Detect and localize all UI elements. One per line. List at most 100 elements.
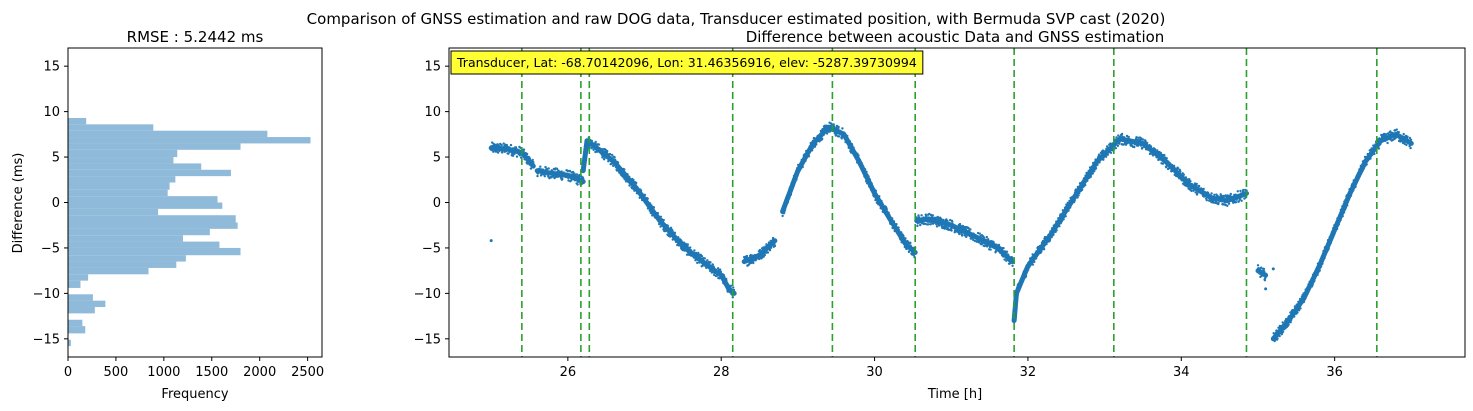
scatter-point [1224,201,1227,204]
scatter-point [899,238,902,241]
scatter-point [1031,263,1035,266]
scatter-point [765,243,768,246]
scatter-point [1002,246,1005,250]
scatter-point [1186,183,1189,186]
scatter-point [1316,266,1319,269]
scatter-point [957,225,960,229]
scatter-point [1151,154,1155,157]
scatter-point [1100,155,1103,159]
histogram-bar [68,149,178,158]
histogram-bar [68,208,159,216]
scatter-x-tick-label: 32 [1020,365,1037,380]
scatter-point [909,247,913,250]
scatter-point [1278,332,1281,335]
scatter-point [582,167,586,170]
scatter-point [703,264,706,267]
scatter-point [873,193,876,197]
scatter-point [635,192,639,195]
scatter-point [1226,204,1229,207]
scatter-point [920,214,923,217]
scatter-point [1196,192,1199,195]
scatter-y-ticks: −15 −10 −5 0 5 10 15 [414,60,449,347]
scatter-point [1363,161,1366,165]
scatter-point [610,162,613,165]
scatter-point [1398,137,1402,140]
scatter-point [1160,157,1164,160]
scatter-point [841,127,844,130]
scatter-point [1209,195,1212,198]
scatter-point [944,225,948,229]
scatter-point [1276,334,1280,337]
scatter-point [1287,323,1290,326]
scatter-point [713,273,716,277]
scatter-point [673,231,677,234]
scatter-point [648,202,652,205]
scatter-point [1149,152,1152,155]
scatter-point [1399,134,1403,137]
histogram-bar [68,143,241,150]
scatter-point [833,130,837,133]
histogram-bar [68,202,223,209]
scatter-point [1011,257,1014,260]
scatter-point [1156,150,1159,153]
scatter-point-band [1011,136,1249,324]
scatter-point [1234,201,1238,204]
scatter-point [536,174,539,178]
scatter-point [709,261,712,264]
scatter-point [729,284,733,287]
scatter-point [984,238,987,241]
scatter-point [766,251,770,254]
scatter-point [949,224,953,227]
scatter-point [904,237,907,240]
scatter-point [1337,223,1341,226]
histogram-bar [68,157,174,164]
histogram-bar [68,339,71,347]
scatter-point [719,270,723,274]
scatter-point [985,245,989,248]
scatter-point [792,174,796,178]
scatter-point [837,135,841,138]
scatter-point [1120,132,1124,136]
scatter-point [1401,139,1404,142]
scatter-point [1109,151,1113,154]
scatter-point [964,228,968,231]
scatter-point [686,246,690,249]
scatter-point [1059,213,1062,216]
histogram-bar [68,274,89,281]
scatter-point [1028,257,1032,260]
scatter-point [1408,136,1412,140]
scatter-point [1329,235,1332,238]
scatter-point [1344,198,1347,202]
scatter-point [819,134,822,138]
scatter-point [719,268,722,271]
scatter-point [1351,187,1354,190]
scatter-point [1026,268,1030,272]
scatter-point [770,242,773,245]
scatter-point [882,206,885,210]
scatter-point [659,215,663,218]
scatter-y-tick-label: −5 [422,241,441,256]
scatter-point [1005,250,1009,253]
scatter-point [622,176,625,179]
scatter-point [791,187,794,191]
scatter-point [1070,202,1073,205]
figure-suptitle: Comparison of GNSS estimation and raw DO… [307,10,1166,28]
scatter-point [501,151,504,154]
scatter-xlabel: Time [h] [927,387,982,402]
scatter-point [1164,160,1167,163]
scatter-point [1112,144,1116,147]
scatter-point [624,175,627,178]
scatter-point [1209,198,1213,202]
histogram-y-tick-label: −10 [33,287,60,302]
scatter-point [638,196,641,199]
scatter-point [1348,196,1351,200]
scatter-point [942,221,946,224]
histogram-bar [68,241,220,248]
scatter-point [927,223,930,226]
scatter-point [1236,190,1240,193]
scatter-point [979,239,982,242]
scatter-y-tick-label: −15 [414,332,441,347]
scatter-point [723,275,726,278]
scatter-point [732,286,735,289]
scatter-point [1110,144,1114,148]
